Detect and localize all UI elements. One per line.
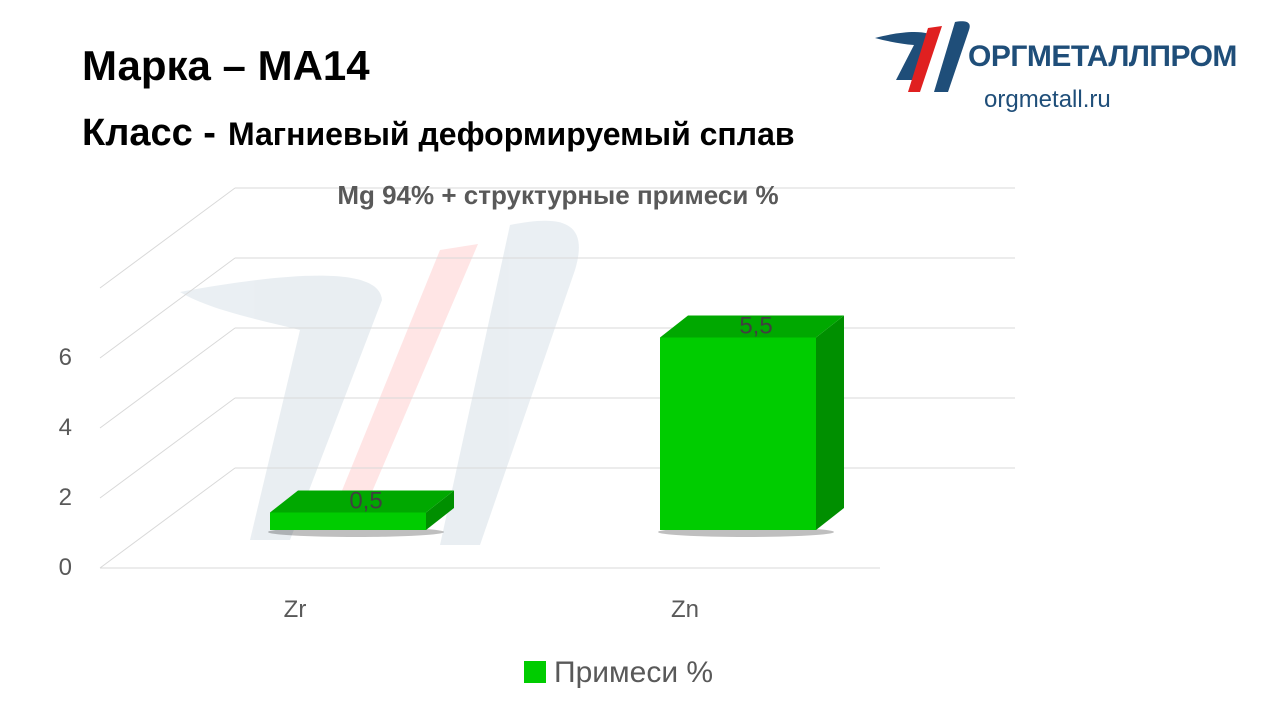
x-category-label: Zn [670, 596, 700, 623]
gridline [99, 187, 1015, 289]
gridline [99, 257, 1015, 359]
gridline [99, 327, 1015, 429]
data-label-zr: 0,5 [349, 488, 382, 515]
y-tick-label: 2 [58, 484, 72, 511]
legend-label: Примеси % [554, 656, 714, 689]
gridline [99, 467, 1015, 569]
chart-data-labels: 0,5 5,5 [349, 313, 772, 515]
chart-bars [268, 315, 844, 537]
y-tick-label: 4 [58, 414, 72, 441]
y-tick-label: 6 [58, 344, 72, 371]
x-category-label: Zr [283, 596, 307, 623]
chart-legend: Примеси % [524, 656, 713, 690]
class-title: Класс - Магниевый деформируемый сплав [82, 112, 795, 155]
watermark-logo [180, 220, 579, 545]
logo-url[interactable]: orgmetall.ru [984, 86, 1111, 113]
chart-grid [99, 187, 1015, 569]
bar-zn [658, 315, 844, 537]
y-tick-label: 0 [58, 554, 72, 581]
orgmetallprom-logo-icon [875, 21, 970, 92]
data-label-zn: 5,5 [739, 313, 772, 340]
gridline [99, 397, 1015, 499]
class-label: Класс - [82, 112, 216, 154]
class-value: Магниевый деформируемый сплав [227, 116, 795, 152]
chart-title: Mg 94% + структурные примеси % [337, 180, 779, 210]
grade-title: Марка – MA14 [82, 42, 370, 89]
bar-zr [268, 490, 454, 537]
legend-swatch [524, 661, 546, 684]
logo-name[interactable]: ОРГМЕТАЛЛПРОМ [968, 40, 1237, 73]
